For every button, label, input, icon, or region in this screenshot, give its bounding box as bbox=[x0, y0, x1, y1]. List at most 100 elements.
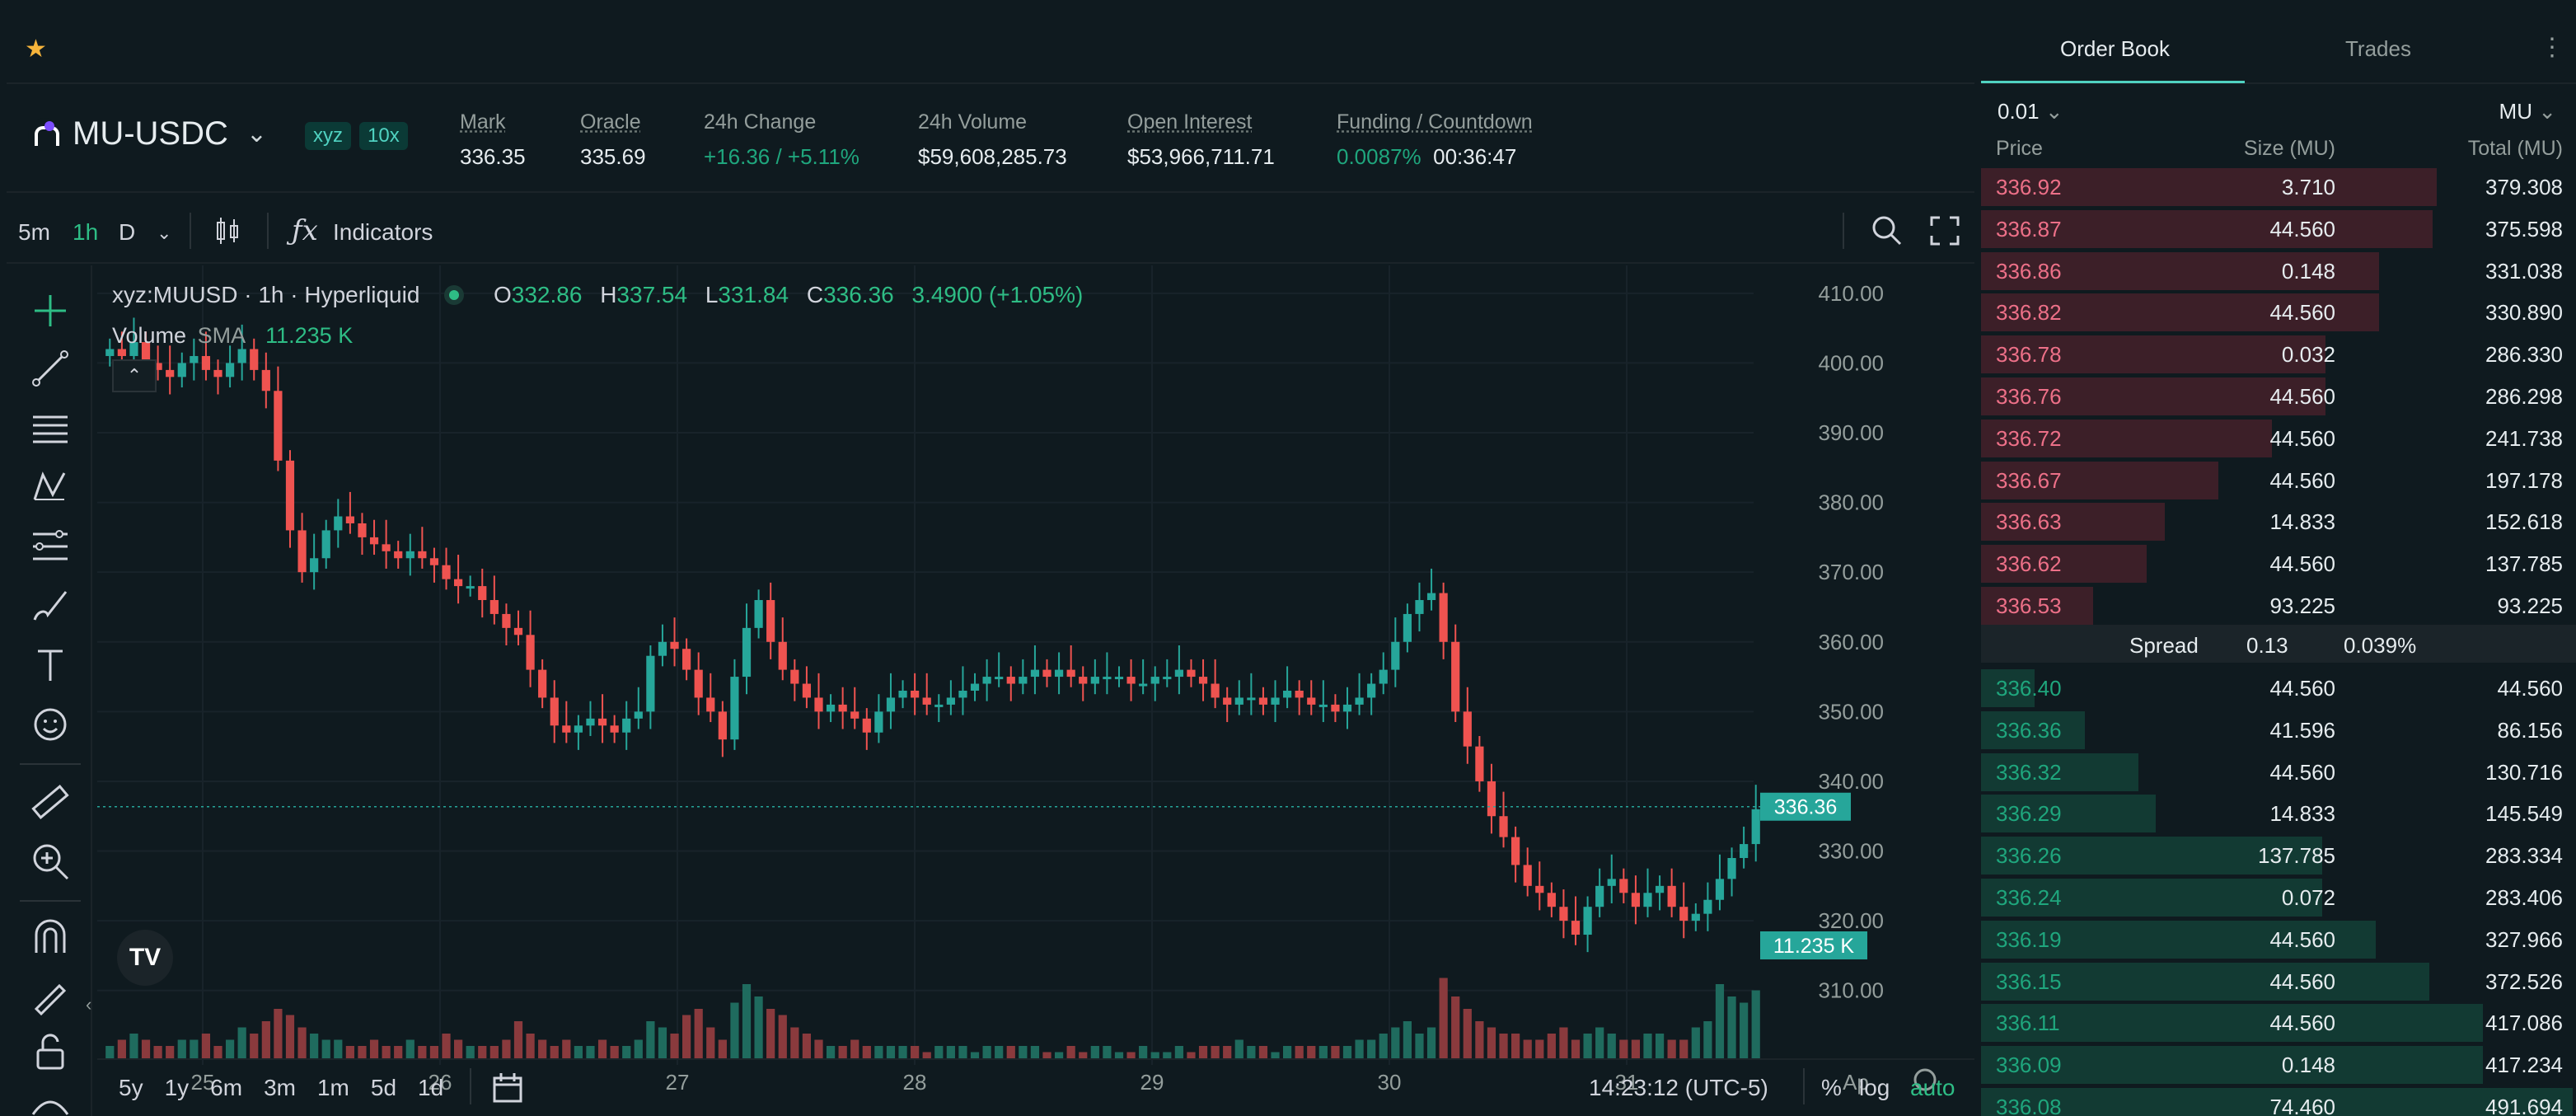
emoji-icon[interactable] bbox=[30, 704, 71, 745]
ask-depth-bar bbox=[1981, 209, 2433, 248]
volume-bar bbox=[1258, 1046, 1268, 1058]
range-1m[interactable]: 1m bbox=[316, 1075, 349, 1100]
tab-trades[interactable]: Trades bbox=[2345, 36, 2411, 61]
bid-row[interactable]: 336.11 44.560 417.086 bbox=[1981, 1002, 2576, 1043]
auto-scale-toggle[interactable]: auto bbox=[1910, 1075, 1955, 1100]
crosshair-icon[interactable] bbox=[30, 290, 71, 331]
bid-row[interactable]: 336.15 44.560 372.526 bbox=[1981, 961, 2576, 1001]
candle-body bbox=[345, 516, 354, 523]
timeframe-1h[interactable]: 1h bbox=[73, 219, 99, 245]
unit-select[interactable]: MU ⌄ bbox=[2499, 99, 2556, 124]
symbol-selector[interactable]: MU-USDC ⌄ bbox=[28, 115, 267, 152]
unlock-icon[interactable] bbox=[30, 1032, 71, 1073]
ask-row[interactable]: 336.86 0.148 331.038 bbox=[1981, 251, 2576, 290]
volume-bar bbox=[1631, 1039, 1641, 1058]
fib-retracement-icon[interactable] bbox=[30, 526, 71, 567]
chevron-down-icon[interactable]: ⌄ bbox=[246, 120, 268, 148]
tab-order-book[interactable]: Order Book bbox=[2060, 36, 2170, 61]
volume-bar bbox=[478, 1046, 487, 1058]
ask-row[interactable]: 336.92 3.710 379.308 bbox=[1981, 166, 2576, 206]
brush-icon[interactable] bbox=[30, 585, 71, 626]
candle-body bbox=[1163, 677, 1172, 680]
bid-row[interactable]: 336.26 137.785 283.334 bbox=[1981, 835, 2576, 875]
bid-row[interactable]: 336.40 44.560 44.560 bbox=[1981, 668, 2576, 707]
percent-scale-toggle[interactable]: % bbox=[1821, 1075, 1842, 1100]
candle-type-icon[interactable] bbox=[213, 216, 242, 246]
volume-bar bbox=[634, 1039, 643, 1058]
ask-row[interactable]: 336.67 44.560 197.178 bbox=[1981, 460, 2576, 499]
ask-size: 44.560 bbox=[2269, 300, 2335, 326]
range-1d[interactable]: 1d bbox=[418, 1075, 444, 1100]
candle-body bbox=[790, 669, 799, 684]
eye-icon[interactable] bbox=[30, 1086, 71, 1116]
bid-row[interactable]: 336.08 74.460 491.694 bbox=[1981, 1086, 2576, 1116]
candle-body bbox=[177, 363, 186, 377]
range-1y[interactable]: 1y bbox=[164, 1075, 190, 1100]
x-tick-label: 31 bbox=[1615, 1070, 1639, 1095]
indicators-button[interactable]: Indicators bbox=[333, 219, 433, 245]
lock-drawing-icon[interactable] bbox=[30, 974, 71, 1015]
tick-size-select[interactable]: 0.01 ⌄ bbox=[1998, 99, 2063, 124]
oracle-price: Oracle 335.69 bbox=[580, 110, 646, 170]
ask-row[interactable]: 336.76 44.560 286.298 bbox=[1981, 376, 2576, 415]
quick-search-icon[interactable] bbox=[1871, 214, 1904, 247]
function-icon[interactable]: ƒx bbox=[292, 214, 318, 247]
change-value: +16.36 / +5.11% bbox=[704, 144, 859, 169]
timeframe-d[interactable]: D bbox=[119, 219, 136, 245]
ask-row[interactable]: 336.82 44.560 330.890 bbox=[1981, 292, 2576, 332]
ask-row[interactable]: 336.72 44.560 241.738 bbox=[1981, 418, 2576, 457]
bid-row[interactable]: 336.24 0.072 283.406 bbox=[1981, 877, 2576, 917]
text-icon[interactable] bbox=[30, 645, 71, 686]
scroll-left-icon[interactable]: ‹ bbox=[86, 994, 92, 1015]
magnet-icon[interactable] bbox=[30, 917, 71, 958]
bid-row[interactable]: 336.29 14.833 145.549 bbox=[1981, 793, 2576, 833]
candle-body bbox=[442, 565, 451, 579]
ask-depth-bar bbox=[1981, 419, 2273, 457]
range-6m[interactable]: 6m bbox=[210, 1075, 243, 1100]
tradingview-logo[interactable]: TV bbox=[117, 930, 173, 986]
divider bbox=[190, 213, 191, 249]
divider bbox=[1803, 1068, 1805, 1104]
ruler-icon[interactable] bbox=[30, 781, 71, 823]
star-icon[interactable]: ★ bbox=[25, 35, 47, 63]
candle-body bbox=[382, 544, 391, 551]
timeframe-chevron-icon[interactable]: ⌄ bbox=[157, 223, 172, 243]
horizontal-lines-icon[interactable] bbox=[30, 407, 71, 448]
bid-price: 336.15 bbox=[1996, 968, 2062, 994]
ask-row[interactable]: 336.78 0.032 286.330 bbox=[1981, 334, 2576, 374]
timeframe-5m[interactable]: 5m bbox=[18, 219, 50, 245]
visibility-dot-icon[interactable] bbox=[444, 285, 465, 305]
col-size: Size (MU) bbox=[2243, 137, 2335, 160]
ask-row[interactable]: 336.63 14.833 152.618 bbox=[1981, 501, 2576, 542]
bid-row[interactable]: 336.32 44.560 130.716 bbox=[1981, 752, 2576, 791]
axis-settings-icon[interactable] bbox=[1913, 1068, 1937, 1091]
volume-bar bbox=[1042, 1052, 1051, 1058]
candle-body bbox=[105, 349, 115, 356]
bid-row[interactable]: 336.19 44.560 327.966 bbox=[1981, 919, 2576, 959]
bid-row[interactable]: 336.36 41.596 86.156 bbox=[1981, 710, 2576, 749]
fullscreen-icon[interactable] bbox=[1930, 216, 1960, 246]
ask-row[interactable]: 336.53 93.225 93.225 bbox=[1981, 585, 2576, 625]
price-chart[interactable]: 410.00 400.00 390.00 380.00 370.00 360.00 350.… bbox=[97, 265, 1974, 1116]
range-5y[interactable]: 5y bbox=[119, 1075, 143, 1100]
collapse-legend-button[interactable]: ⌃ bbox=[112, 359, 157, 392]
date-range-icon[interactable] bbox=[491, 1071, 524, 1104]
candle-body bbox=[634, 711, 643, 719]
candle-body bbox=[285, 460, 295, 531]
more-options-icon[interactable]: ⋮ bbox=[2540, 34, 2564, 61]
bid-row[interactable]: 336.09 0.148 417.234 bbox=[1981, 1044, 2576, 1085]
pattern-icon[interactable] bbox=[30, 467, 71, 508]
ask-row[interactable]: 336.62 44.560 137.785 bbox=[1981, 543, 2576, 584]
ask-row[interactable]: 336.87 44.560 375.598 bbox=[1981, 209, 2576, 248]
x-tick-label: 28 bbox=[903, 1070, 927, 1095]
range-3m[interactable]: 3m bbox=[264, 1075, 296, 1100]
bid-size: 44.560 bbox=[2269, 676, 2335, 701]
volume-bar bbox=[1271, 1052, 1280, 1058]
range-5d[interactable]: 5d bbox=[370, 1075, 397, 1100]
trend-line-icon[interactable] bbox=[30, 348, 71, 389]
zoom-in-icon[interactable] bbox=[30, 841, 71, 882]
high-label: H bbox=[600, 282, 617, 307]
log-scale-toggle[interactable]: log bbox=[1859, 1075, 1890, 1100]
volume-bar bbox=[1475, 1021, 1484, 1058]
leverage-tag[interactable]: 10x bbox=[359, 122, 408, 150]
